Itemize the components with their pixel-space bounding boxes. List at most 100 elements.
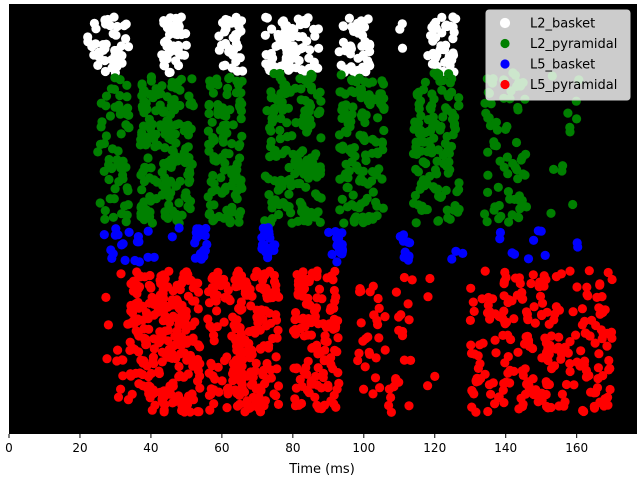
- spike-point: [114, 177, 124, 187]
- spike-point: [265, 152, 275, 162]
- spike-point: [598, 371, 608, 381]
- spike-point: [358, 212, 368, 222]
- spike-point: [91, 24, 101, 34]
- spike-point: [108, 29, 118, 39]
- spike-point: [167, 232, 177, 242]
- spike-point: [184, 153, 194, 163]
- spike-point: [413, 90, 423, 100]
- spike-point: [232, 401, 243, 411]
- spike-point: [234, 22, 244, 32]
- spike-point: [358, 30, 368, 41]
- spike-point: [333, 368, 343, 378]
- spike-point: [116, 41, 126, 51]
- spike-point: [526, 278, 536, 289]
- spike-point: [208, 136, 218, 146]
- spike-point: [563, 108, 573, 118]
- spike-point: [372, 147, 382, 157]
- spike-point: [234, 374, 244, 384]
- spike-point: [518, 399, 528, 409]
- spike-point: [411, 137, 421, 147]
- spike-point: [568, 307, 578, 317]
- spike-point: [176, 28, 186, 38]
- spike-point: [234, 217, 244, 227]
- spike-point: [297, 31, 308, 42]
- spike-point: [155, 100, 165, 110]
- spike-point: [101, 131, 111, 141]
- spike-point: [274, 209, 284, 220]
- spike-point: [312, 269, 322, 280]
- spike-point: [330, 296, 340, 306]
- spike-point: [499, 276, 509, 286]
- spike-point: [227, 139, 237, 149]
- spike-point: [537, 298, 548, 308]
- spike-point: [353, 355, 363, 366]
- spike-point: [225, 72, 235, 82]
- spike-point: [540, 250, 550, 260]
- spike-point: [125, 318, 136, 328]
- spike-point: [546, 208, 556, 218]
- spike-point: [185, 204, 195, 214]
- spike-point: [498, 385, 508, 395]
- spike-point: [495, 227, 505, 238]
- spike-point: [235, 356, 245, 366]
- spike-point: [403, 299, 413, 309]
- spike-point: [174, 198, 184, 208]
- spike-point: [235, 140, 245, 150]
- spike-point: [214, 45, 224, 55]
- spike-point: [271, 310, 281, 320]
- spike-point: [556, 269, 567, 279]
- spike-point: [122, 92, 132, 102]
- spike-point: [134, 283, 144, 293]
- spike-point: [240, 335, 250, 345]
- spike-point: [378, 203, 388, 213]
- spike-point: [303, 164, 313, 174]
- spike-point: [362, 193, 372, 203]
- spike-point: [234, 101, 245, 111]
- spike-point: [253, 400, 263, 410]
- spike-point: [413, 122, 423, 132]
- spike-point: [225, 216, 235, 226]
- series-L2_basket: [83, 12, 461, 78]
- spike-point: [135, 140, 145, 150]
- x-tick-label: 20: [72, 441, 87, 455]
- spike-point: [83, 32, 93, 42]
- spike-point: [433, 184, 443, 194]
- spike-point: [397, 331, 408, 341]
- spike-point: [337, 194, 347, 204]
- spike-point: [213, 80, 223, 90]
- spike-point: [260, 171, 270, 181]
- spike-point: [173, 156, 183, 166]
- spike-point: [287, 131, 297, 141]
- spike-point: [554, 401, 564, 411]
- spike-point: [433, 216, 443, 226]
- spike-point: [214, 103, 224, 113]
- spike-point: [109, 84, 120, 94]
- spike-point: [423, 51, 433, 61]
- spike-point: [356, 318, 366, 328]
- spike-point: [503, 330, 513, 340]
- spike-point: [233, 42, 243, 52]
- spike-point: [219, 317, 229, 327]
- spike-point: [593, 363, 604, 373]
- spike-point: [290, 315, 300, 325]
- spike-point: [160, 326, 170, 336]
- spike-point: [228, 120, 238, 130]
- spike-point: [354, 348, 364, 358]
- spike-point: [269, 114, 279, 124]
- spike-point: [359, 384, 369, 394]
- spike-point: [204, 146, 214, 156]
- spike-point: [600, 305, 610, 315]
- spike-point: [354, 203, 364, 213]
- spike-point: [260, 306, 271, 316]
- spike-point: [275, 134, 285, 144]
- spike-point: [307, 343, 317, 353]
- spike-point: [565, 359, 575, 369]
- spike-point: [277, 149, 287, 159]
- spike-point: [483, 406, 493, 417]
- spike-point: [482, 217, 492, 227]
- spike-point: [444, 69, 454, 79]
- spike-point: [331, 321, 341, 331]
- spike-point: [95, 198, 105, 208]
- spike-point: [166, 188, 176, 198]
